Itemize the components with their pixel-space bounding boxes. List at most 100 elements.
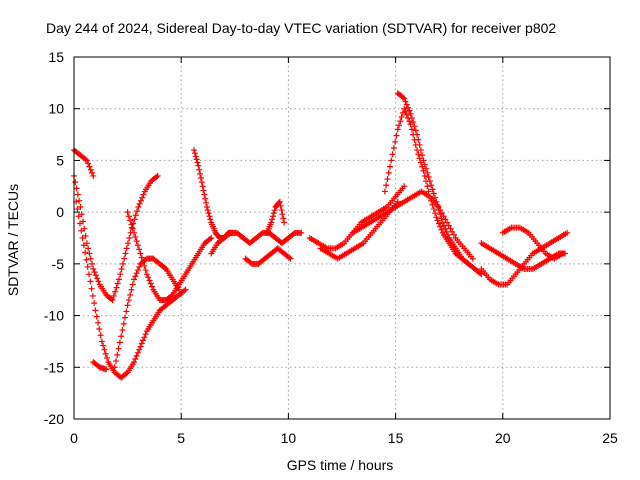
data-point [82, 249, 89, 256]
data-point [115, 345, 122, 352]
data-points [71, 90, 571, 381]
data-point [469, 255, 476, 262]
data-point [197, 175, 204, 182]
data-point [276, 198, 283, 205]
data-point [432, 210, 439, 217]
data-point [430, 190, 437, 197]
data-point [421, 172, 428, 179]
data-point [84, 263, 91, 270]
series-sat-h [208, 229, 305, 257]
data-point [438, 210, 445, 217]
data-point [387, 163, 394, 170]
data-point [202, 195, 209, 202]
data-point [444, 231, 451, 238]
data-point [116, 339, 123, 346]
data-point [110, 292, 117, 299]
x-tick-label: 15 [388, 430, 404, 446]
data-point [77, 220, 84, 227]
data-point [137, 343, 144, 350]
data-point [128, 286, 135, 293]
series-sat-b [71, 147, 97, 179]
data-point [103, 366, 110, 373]
data-point [406, 118, 413, 125]
data-point [134, 349, 141, 356]
data-point [89, 292, 96, 299]
data-point [447, 225, 454, 232]
data-point [119, 327, 126, 334]
data-point [394, 126, 401, 133]
data-point [153, 173, 160, 180]
data-point [206, 213, 213, 220]
data-point [123, 308, 130, 315]
y-tick-label: -20 [44, 411, 64, 427]
data-point [87, 166, 94, 173]
series-sat-o [349, 188, 476, 262]
data-point [129, 281, 136, 288]
data-point [133, 270, 140, 277]
series-sat-e [90, 359, 110, 373]
data-point [390, 145, 397, 152]
data-point [389, 151, 396, 158]
data-point [126, 235, 133, 241]
data-point [437, 223, 444, 230]
data-point [125, 240, 132, 247]
data-point [196, 166, 203, 173]
data-point [136, 200, 143, 207]
data-point [77, 203, 84, 210]
y-axis-label: SDTVAR / TECUs [5, 184, 21, 296]
data-point [417, 147, 424, 154]
data-point [137, 250, 144, 257]
data-point [181, 287, 188, 294]
data-point [117, 271, 124, 278]
data-point [559, 250, 566, 257]
data-point [271, 207, 278, 214]
y-tick-label: 15 [48, 49, 64, 65]
data-point [405, 104, 412, 111]
data-point [143, 271, 150, 278]
data-point [135, 203, 142, 210]
data-point [101, 346, 108, 353]
data-point [168, 292, 175, 299]
data-point [401, 183, 408, 190]
data-point [449, 228, 456, 235]
data-point [287, 255, 294, 262]
data-point [132, 212, 139, 219]
data-point [102, 350, 109, 357]
data-point [124, 209, 131, 216]
x-tick-label: 5 [177, 430, 185, 446]
data-point [140, 258, 147, 265]
data-point [268, 219, 275, 226]
data-point [72, 179, 79, 186]
data-point [78, 227, 85, 234]
data-point [87, 278, 94, 285]
data-point [426, 178, 433, 185]
data-point [478, 271, 485, 278]
data-point [203, 203, 210, 210]
data-point [123, 370, 130, 377]
data-point [440, 213, 447, 220]
data-point [95, 319, 102, 326]
data-point [384, 176, 391, 183]
data-point [88, 285, 95, 292]
data-point [385, 169, 392, 176]
data-point [125, 297, 132, 304]
data-point [76, 197, 83, 204]
data-point [83, 240, 90, 247]
data-point [430, 206, 437, 213]
data-point [442, 225, 449, 232]
data-point [193, 156, 200, 163]
data-point [154, 172, 161, 179]
series-sat-k [306, 183, 408, 252]
data-point [437, 207, 444, 214]
data-point [161, 264, 168, 271]
data-point [120, 320, 127, 327]
data-point [87, 255, 94, 262]
data-point [407, 110, 414, 117]
series-sat-f [124, 209, 215, 304]
data-point [269, 216, 276, 223]
data-point [140, 337, 147, 344]
data-point [90, 266, 97, 273]
data-point [86, 163, 93, 170]
data-point [403, 111, 410, 118]
